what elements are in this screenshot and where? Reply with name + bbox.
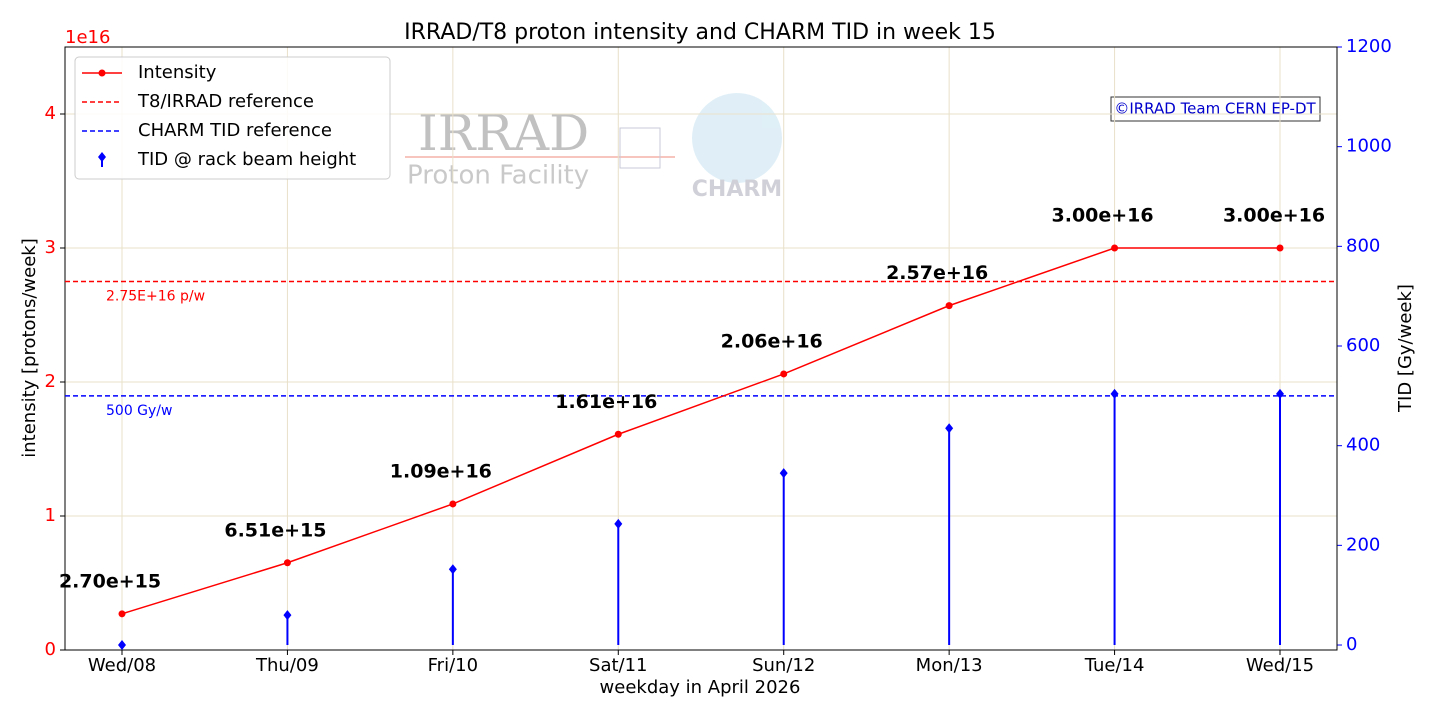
stem-marker [614, 518, 623, 529]
x-tick-label: Thu/09 [255, 655, 319, 676]
copyright: ©IRRAD Team CERN EP-DT [1114, 100, 1316, 118]
y-tick-label: 1 [45, 505, 56, 526]
data-point [118, 610, 126, 618]
data-point [449, 500, 457, 508]
y2-axis-label: TID [Gy/week] [1395, 284, 1416, 413]
x-tick-label: Tue/14 [1084, 655, 1145, 676]
data-label: 1.09e+16 [390, 460, 492, 482]
stem-marker [283, 610, 292, 621]
reference-label: 500 Gy/w [106, 403, 172, 419]
x-tick-label: Sat/11 [589, 655, 647, 676]
y2-tick-label: 0 [1346, 634, 1357, 655]
data-label: 1.61e+16 [555, 391, 657, 413]
y2-tick-label: 800 [1346, 235, 1380, 256]
data-label: 3.00e+16 [1052, 205, 1154, 227]
stem-marker [945, 423, 954, 434]
y2-tick-label: 1200 [1346, 36, 1392, 57]
y2-tick-label: 400 [1346, 435, 1380, 456]
x-tick-label: Wed/15 [1246, 655, 1314, 676]
y-offset-label: 1e16 [65, 27, 110, 48]
data-point [614, 430, 622, 438]
stem-marker [448, 564, 457, 575]
watermark-subtitle: Proton Facility [407, 161, 589, 191]
plot-frame [64, 46, 1338, 651]
chart-title: IRRAD/T8 proton intensity and CHARM TID … [404, 20, 996, 45]
x-tick-label: Fri/10 [428, 655, 478, 676]
data-label: 6.51e+15 [224, 519, 326, 541]
y-tick-label: 3 [45, 237, 56, 258]
x-tick-label: Sun/12 [752, 655, 815, 676]
y-tick-label: 0 [45, 639, 56, 660]
legend-swatch [98, 152, 106, 162]
legend-swatch [98, 69, 106, 77]
stem-marker [1276, 388, 1284, 399]
legend-label: Intensity [138, 62, 217, 83]
copyright-box [1110, 96, 1321, 122]
stem-marker [118, 640, 126, 651]
legend-box [74, 56, 391, 180]
y2-tick-label: 200 [1346, 534, 1380, 555]
data-label: 2.70e+15 [59, 570, 161, 592]
data-point [1276, 244, 1284, 252]
y-axis-label: intensity [protons/week] [19, 238, 40, 457]
legend: Intensity T8/IRRAD reference CHARM TID ref… [74, 56, 391, 180]
reference-label: 2.75E+16 p/w [106, 289, 205, 305]
data-point [283, 559, 291, 567]
data-label: 2.06e+16 [721, 330, 823, 352]
data-line [121, 247, 1280, 615]
x-axis-label: weekday in April 2026 [600, 677, 801, 698]
x-tick-label: Wed/08 [88, 655, 156, 676]
data-label: 3.00e+16 [1223, 205, 1325, 227]
x-tick-label: Mon/13 [916, 655, 983, 676]
watermark-sphere [692, 93, 782, 183]
watermark-icon [619, 127, 661, 169]
data-label: 2.57e+16 [886, 262, 988, 284]
stem-marker [779, 468, 788, 479]
watermark-title: IRRAD [418, 104, 589, 162]
stem-marker [1110, 388, 1119, 399]
data-point [1111, 244, 1119, 252]
y-tick-label: 4 [45, 103, 56, 124]
watermark-logo: CHARM [692, 177, 782, 202]
data-point [945, 302, 953, 310]
legend-label: CHARM TID reference [138, 120, 332, 141]
y2-tick-label: 1000 [1346, 136, 1392, 157]
legend-label: TID @ rack beam height [137, 149, 356, 170]
data-point [780, 370, 788, 378]
y-tick-label: 2 [45, 371, 56, 392]
legend-label: T8/IRRAD reference [137, 91, 314, 112]
y2-tick-label: 600 [1346, 335, 1380, 356]
